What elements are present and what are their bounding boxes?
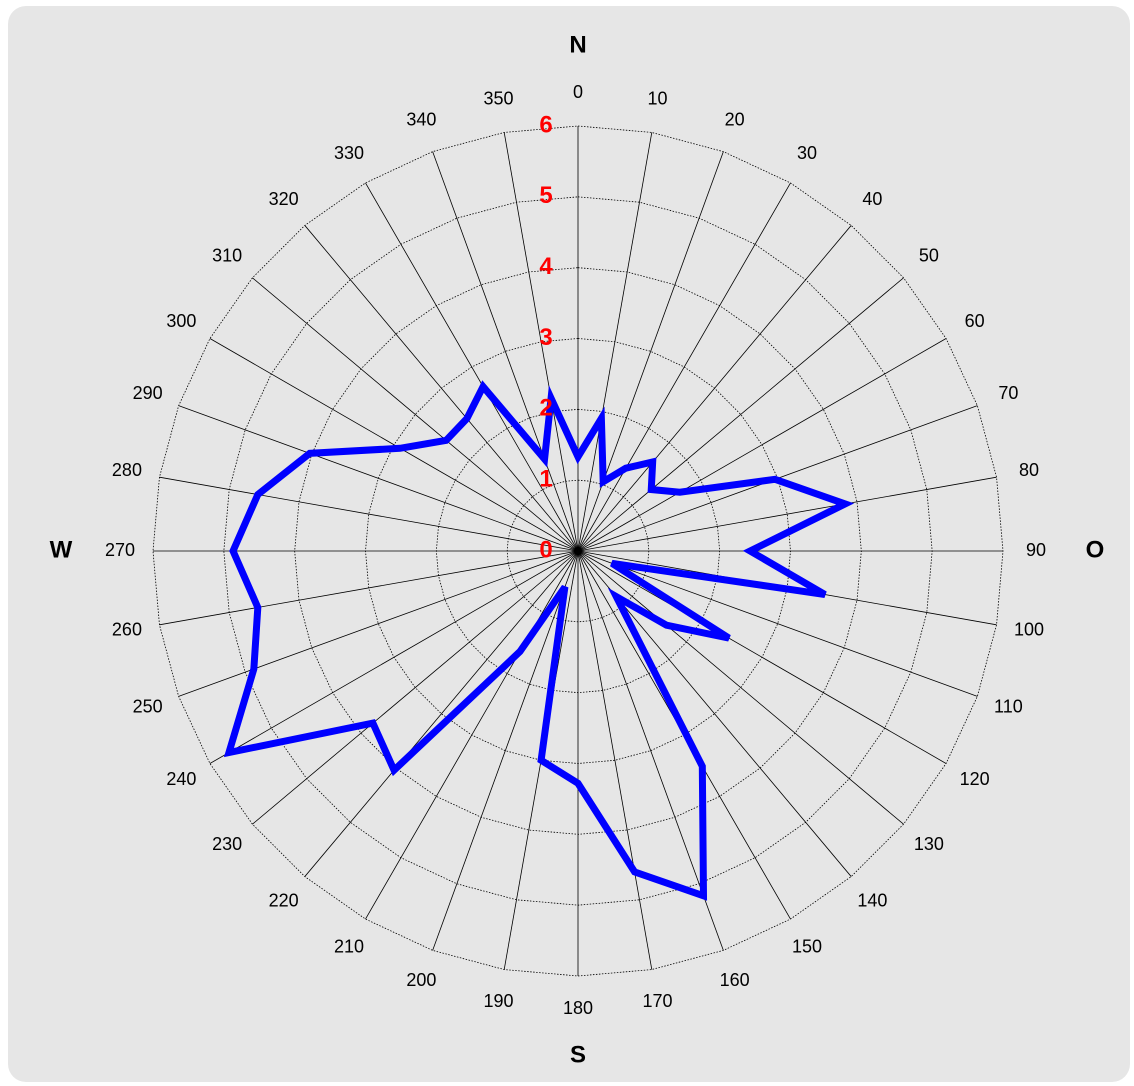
spoke <box>577 132 653 552</box>
angle-label: 180 <box>563 998 593 1018</box>
angle-label: 350 <box>483 89 513 109</box>
spoke <box>159 476 579 552</box>
angle-label: 30 <box>797 143 817 163</box>
angle-label: 190 <box>483 991 513 1011</box>
spoke <box>577 550 724 951</box>
angle-label: 330 <box>334 143 364 163</box>
spoke <box>252 550 579 825</box>
r-tick-label: 4 <box>539 253 553 280</box>
angle-label: 240 <box>166 769 196 789</box>
spoke <box>432 550 579 951</box>
spoke <box>577 277 904 552</box>
spoke <box>178 405 579 552</box>
angle-label: 310 <box>212 245 242 265</box>
spoke <box>577 550 653 970</box>
r-tick-label: 3 <box>539 324 552 351</box>
angle-label: 0 <box>573 82 583 102</box>
angle-label: 210 <box>334 936 364 956</box>
r-tick-label: 6 <box>539 111 552 138</box>
angle-label: 320 <box>269 189 299 209</box>
angle-label: 20 <box>725 109 745 129</box>
spoke <box>503 132 579 552</box>
center-dot <box>574 547 582 555</box>
spoke <box>365 550 579 920</box>
angle-label: 40 <box>862 189 882 209</box>
angle-label: 340 <box>406 109 436 129</box>
spoke <box>252 277 579 552</box>
angle-label: 90 <box>1026 540 1046 560</box>
angle-label: 60 <box>965 311 985 331</box>
angle-label: 100 <box>1014 619 1044 639</box>
compass-label: N <box>569 31 586 58</box>
compass-label: W <box>50 536 73 563</box>
angle-label: 110 <box>994 696 1023 716</box>
angle-label: 120 <box>960 769 990 789</box>
r-tick-label: 2 <box>539 395 552 422</box>
angle-label: 160 <box>720 970 750 990</box>
spoke <box>159 550 579 626</box>
spoke <box>304 225 579 552</box>
spoke <box>365 182 579 552</box>
angle-label: 230 <box>212 834 242 854</box>
angle-label: 140 <box>857 891 887 911</box>
angle-label: 280 <box>112 460 142 480</box>
spoke <box>577 476 997 552</box>
r-tick-label: 0 <box>539 536 552 563</box>
r-tick-label: 1 <box>539 466 552 493</box>
compass-label: S <box>570 1041 586 1068</box>
angle-label: 220 <box>269 891 299 911</box>
angle-label: 290 <box>133 383 163 403</box>
angle-label: 130 <box>914 834 944 854</box>
spoke <box>577 550 904 825</box>
angle-label: 200 <box>406 970 436 990</box>
spoke <box>209 550 579 764</box>
angle-label: 50 <box>919 245 939 265</box>
angle-label: 10 <box>648 89 668 109</box>
spoke <box>577 550 978 697</box>
angle-label: 250 <box>133 696 163 716</box>
spoke <box>577 225 852 552</box>
spoke <box>209 338 579 552</box>
spoke <box>577 550 947 764</box>
angle-label: 70 <box>998 383 1018 403</box>
angle-label: 150 <box>792 936 822 956</box>
spoke <box>304 550 579 877</box>
data-line <box>223 380 855 901</box>
angle-label: 260 <box>112 619 142 639</box>
panel <box>8 6 1130 1082</box>
r-tick-label: 5 <box>539 182 552 209</box>
angle-label: 80 <box>1019 460 1039 480</box>
spoke <box>577 182 791 552</box>
angle-label: 300 <box>166 311 196 331</box>
angle-label: 170 <box>643 991 673 1011</box>
compass-label: O <box>1086 536 1105 563</box>
spoke <box>178 550 579 697</box>
spoke <box>432 151 579 552</box>
angle-label: 270 <box>105 540 135 560</box>
spoke <box>577 338 947 552</box>
